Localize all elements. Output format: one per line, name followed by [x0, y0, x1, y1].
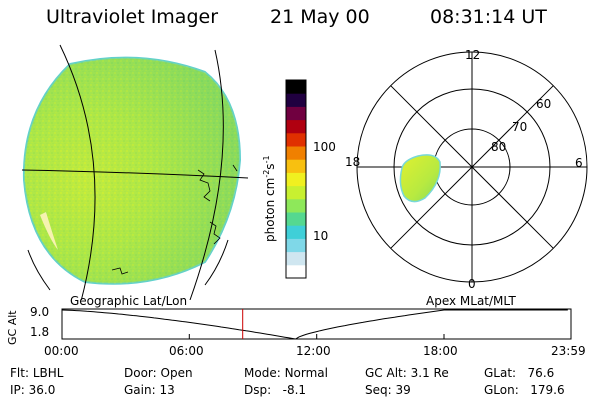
colorbar-swatch: [286, 264, 306, 279]
mlt-label-6: 6: [575, 156, 583, 170]
dsp-info: Dsp: -8.1: [244, 383, 307, 397]
seq-info: Seq: 39: [365, 383, 411, 397]
alt-ytick-min: 1.8: [30, 325, 50, 339]
ip-info: IP: 36.0: [10, 383, 56, 397]
colorbar-tick-10: 10: [313, 229, 329, 243]
colorbar-swatch: [286, 146, 306, 160]
alt-xtick-0600: 06:00: [169, 344, 204, 358]
instrument-title: Ultraviolet Imager: [46, 6, 219, 28]
polar-plot: [356, 51, 588, 283]
meridian-arc: [59, 44, 96, 300]
alt-xtick-1200: 12:00: [296, 344, 331, 358]
mode-info: Mode: Normal: [244, 366, 328, 380]
mlt-label-18: 18: [345, 155, 361, 169]
earth-disk-texture: [23, 57, 241, 284]
alt-ylabel: GC Alt: [6, 310, 19, 345]
latitude-arc: [27, 249, 51, 291]
glat-info: GLat: 76.6: [484, 366, 555, 380]
lat-label-70: 70: [512, 120, 528, 134]
gcalt-info: GC Alt: 3.1 Re: [365, 366, 449, 380]
colorbar-swatch: [286, 119, 306, 134]
colorbar-swatch: [286, 198, 306, 213]
door-info: Door: Open: [124, 366, 193, 380]
auroral-oval: [399, 154, 441, 203]
colorbar-swatch: [286, 159, 306, 173]
colorbar-swatch: [286, 225, 306, 239]
gain-info: Gain: 13: [124, 383, 175, 397]
colorbar-unit-label: photon cm-2s-1: [262, 155, 277, 242]
colorbar-swatch: [286, 172, 306, 187]
colorbar-swatch: [286, 93, 306, 107]
lat-label-60: 60: [536, 97, 552, 111]
meridian-arc: [189, 49, 224, 300]
latitude-line: [21, 169, 249, 179]
coastline: [209, 221, 221, 245]
colorbar-swatch: [286, 132, 306, 147]
alt-xtick-0000: 00:00: [44, 344, 79, 358]
altitude-plot: [61, 308, 572, 340]
geographic-image: [21, 44, 249, 300]
colorbar-swatch: [286, 106, 306, 121]
apex-frame-label: Apex MLat/MLT: [426, 294, 516, 308]
colorbar-swatch: [286, 238, 306, 253]
alt-ytick-max: 9.0: [30, 305, 50, 319]
geo-frame-label: Geographic Lat/Lon: [70, 294, 188, 308]
time-label: 08:31:14 UT: [430, 6, 547, 28]
altitude-curve: [61, 309, 568, 340]
lat-label-80: 80: [491, 140, 507, 154]
colorbar-tick-100: 100: [313, 140, 336, 154]
colorbar-swatch: [286, 251, 306, 266]
flt-info: Flt: LBHL: [10, 366, 64, 380]
coastline: [232, 164, 238, 172]
mlt-label-12: 12: [465, 48, 481, 62]
alt-xtick-1800: 18:00: [423, 344, 458, 358]
alt-xtick-2359: 23:59: [551, 344, 586, 358]
coastline: [111, 267, 129, 275]
colorbar: [286, 80, 306, 279]
colorbar-swatch: [286, 80, 306, 94]
colorbar-swatch: [286, 185, 306, 200]
mlt-label-0: 0: [468, 277, 476, 291]
colorbar-frame: [285, 79, 307, 279]
coastline: [197, 169, 211, 202]
glon-info: GLon: 179.6: [484, 383, 565, 397]
colorbar-swatch: [286, 212, 306, 226]
latitude-arc: [204, 239, 229, 286]
date-label: 21 May 00: [270, 6, 370, 28]
bright-patch: [40, 212, 58, 250]
